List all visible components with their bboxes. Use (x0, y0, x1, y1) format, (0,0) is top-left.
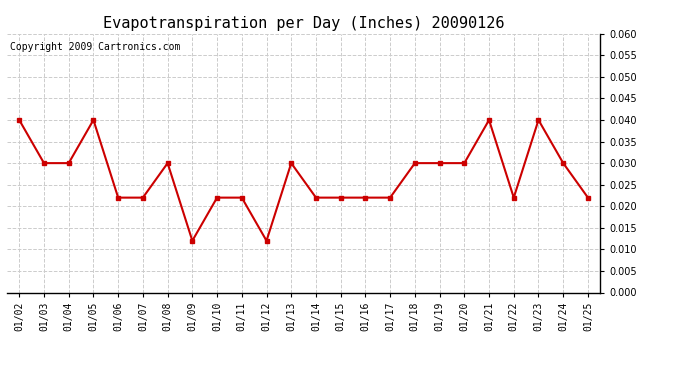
Title: Evapotranspiration per Day (Inches) 20090126: Evapotranspiration per Day (Inches) 2009… (103, 16, 504, 31)
Text: Copyright 2009 Cartronics.com: Copyright 2009 Cartronics.com (10, 42, 180, 51)
